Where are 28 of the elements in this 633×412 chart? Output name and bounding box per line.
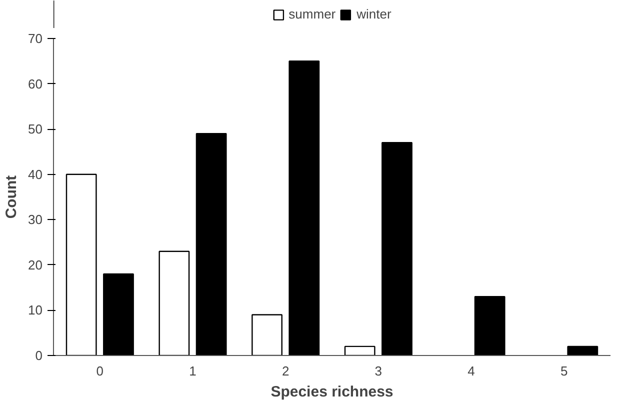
bar: [382, 142, 412, 356]
y-tick-label: 40: [28, 166, 43, 182]
bar: [103, 273, 134, 356]
y-tick-label: 0: [35, 348, 43, 363]
bar: [158, 250, 190, 356]
y-tick-label: 30: [28, 212, 43, 228]
legend-label: winter: [356, 6, 392, 22]
bar: [344, 346, 376, 356]
x-tick-label: 1: [189, 364, 196, 378]
y-axis-title: Count: [3, 175, 20, 219]
bar: [252, 314, 282, 356]
y-tick-label: 60: [28, 76, 43, 92]
x-tick-label: 0: [96, 364, 104, 378]
bar: [66, 174, 97, 356]
x-tick-label: 4: [468, 364, 475, 378]
bar: [567, 346, 598, 356]
x-axis-title: Species richness: [270, 384, 394, 400]
y-tick-label: 50: [28, 122, 43, 137]
y-tick-label: 20: [28, 257, 43, 272]
x-tick-label: 2: [282, 364, 290, 378]
bar: [288, 60, 320, 356]
y-tick-label: 70: [28, 31, 43, 46]
legend-label: summer: [288, 6, 336, 22]
bar: [474, 296, 506, 356]
y-tick-label: 10: [28, 302, 43, 318]
x-tick-label: 5: [560, 364, 568, 378]
bar: [196, 133, 227, 356]
x-tick-label: 3: [374, 364, 382, 378]
